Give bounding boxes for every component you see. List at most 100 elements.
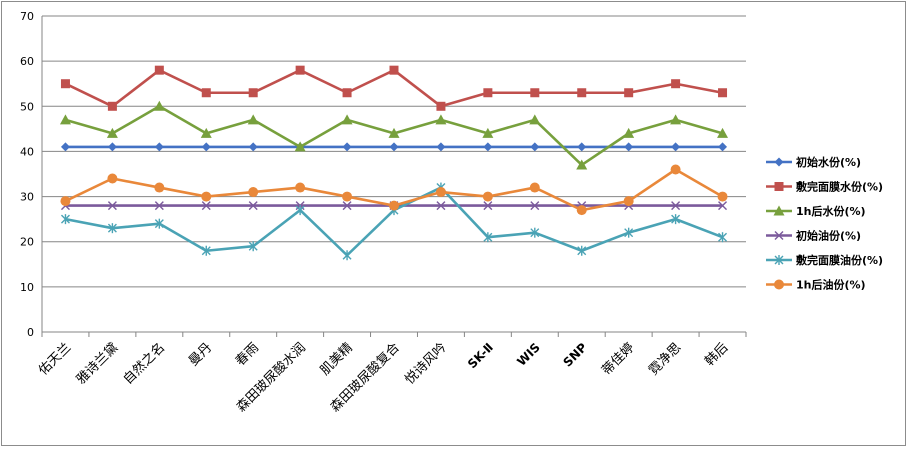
data-point-s0-6 bbox=[342, 142, 352, 152]
legend-label-1: 敷完面膜水份(%) bbox=[796, 180, 883, 194]
legend-swatch-marker bbox=[774, 231, 784, 240]
data-point-s0-12 bbox=[624, 142, 634, 152]
data-point-s4-5 bbox=[295, 205, 305, 216]
data-point-s5-8 bbox=[435, 187, 446, 198]
series-2 bbox=[59, 100, 729, 170]
series-1 bbox=[60, 65, 728, 111]
legend-label-4: 敷完面膜油份(%) bbox=[796, 253, 883, 267]
data-point-s2-13 bbox=[670, 114, 682, 125]
data-point-s5-10 bbox=[529, 182, 540, 193]
data-point-s5-2 bbox=[154, 182, 165, 193]
legend-item-0: 初始水份(%) bbox=[766, 155, 861, 169]
data-point-s1-13 bbox=[671, 79, 681, 89]
data-point-s1-8 bbox=[436, 101, 446, 111]
x-tick-label-14: 韩后 bbox=[702, 340, 731, 369]
data-point-s0-8 bbox=[436, 142, 446, 152]
data-point-s3-6 bbox=[342, 201, 352, 211]
data-point-s5-3 bbox=[201, 191, 212, 202]
data-point-s1-9 bbox=[483, 88, 493, 98]
series-0 bbox=[60, 142, 728, 152]
y-tick-label-10: 10 bbox=[20, 281, 34, 294]
data-point-s4-14 bbox=[718, 232, 728, 243]
legend-item-1: 敷完面膜水份(%) bbox=[766, 180, 883, 194]
data-point-s0-4 bbox=[248, 142, 258, 152]
data-point-s4-3 bbox=[201, 245, 211, 256]
x-tick-label-8: 悦诗风吟 bbox=[402, 340, 450, 388]
data-point-s0-2 bbox=[154, 142, 164, 152]
x-tick-label-3: 曼丹 bbox=[186, 340, 215, 369]
data-point-s2-8 bbox=[435, 114, 447, 125]
data-point-s3-14 bbox=[718, 201, 728, 211]
data-point-s3-1 bbox=[107, 201, 117, 211]
legend-label-5: 1h后油份(%) bbox=[796, 278, 866, 292]
data-point-s5-7 bbox=[389, 200, 399, 211]
data-point-s2-9 bbox=[482, 127, 494, 138]
data-point-s5-6 bbox=[342, 191, 353, 202]
legend-swatch-marker bbox=[774, 279, 784, 290]
data-point-s3-2 bbox=[154, 201, 164, 211]
data-point-s0-11 bbox=[577, 142, 587, 152]
x-tick-label-11: SNP bbox=[561, 340, 590, 369]
data-point-s4-2 bbox=[154, 218, 164, 229]
data-point-s2-10 bbox=[529, 114, 541, 125]
data-point-s5-1 bbox=[107, 173, 118, 184]
data-point-s3-8 bbox=[436, 201, 446, 211]
data-point-s3-4 bbox=[248, 201, 258, 211]
data-point-s2-1 bbox=[106, 127, 118, 138]
data-point-s1-10 bbox=[530, 88, 540, 98]
x-tick-label-6: 肌美精 bbox=[318, 340, 356, 378]
data-point-s2-11 bbox=[576, 159, 588, 170]
data-point-s5-11 bbox=[576, 205, 587, 216]
series-line-1 bbox=[64, 68, 723, 108]
data-point-s4-1 bbox=[107, 223, 117, 234]
legend-swatch-marker bbox=[774, 157, 784, 167]
data-point-s0-0 bbox=[60, 142, 70, 152]
data-point-s2-4 bbox=[247, 114, 259, 125]
legend-swatch-marker bbox=[774, 182, 784, 191]
data-point-s2-12 bbox=[623, 127, 635, 138]
data-point-s1-5 bbox=[295, 65, 305, 75]
data-point-s5-4 bbox=[248, 187, 259, 198]
data-point-s0-3 bbox=[201, 142, 211, 152]
data-point-s1-14 bbox=[718, 88, 728, 98]
y-tick-label-40: 40 bbox=[20, 145, 34, 158]
data-point-s1-1 bbox=[107, 101, 117, 111]
data-point-s1-2 bbox=[154, 65, 164, 75]
data-point-s4-0 bbox=[60, 214, 70, 225]
legend-item-4: 敷完面膜油份(%) bbox=[766, 253, 883, 267]
data-point-s0-14 bbox=[718, 142, 728, 152]
legend-item-3: 初始油份(%) bbox=[766, 229, 861, 243]
data-point-s1-11 bbox=[577, 88, 587, 98]
legend-label-0: 初始水份(%) bbox=[796, 155, 861, 169]
legend-item-5: 1h后油份(%) bbox=[766, 278, 866, 292]
legend-label-3: 初始油份(%) bbox=[796, 229, 861, 243]
data-point-s0-7 bbox=[389, 142, 399, 152]
data-point-s5-5 bbox=[295, 182, 306, 193]
data-point-s3-13 bbox=[671, 201, 681, 211]
data-point-s5-0 bbox=[60, 196, 71, 207]
data-point-s2-3 bbox=[200, 127, 212, 138]
data-point-s2-7 bbox=[388, 127, 400, 138]
series-4 bbox=[60, 182, 728, 261]
data-point-s2-5 bbox=[294, 141, 306, 152]
y-tick-label-30: 30 bbox=[20, 191, 34, 204]
data-point-s2-14 bbox=[717, 127, 729, 138]
x-tick-label-13: 霓净思 bbox=[646, 340, 684, 378]
data-point-s5-14 bbox=[717, 191, 728, 202]
legend-label-2: 1h后水份(%) bbox=[796, 204, 866, 218]
data-point-s1-0 bbox=[60, 79, 70, 89]
data-point-s4-12 bbox=[624, 227, 634, 238]
data-point-s2-2 bbox=[153, 100, 165, 111]
data-point-s5-13 bbox=[670, 164, 681, 175]
y-tick-label-0: 0 bbox=[27, 326, 34, 339]
y-tick-label-20: 20 bbox=[20, 236, 34, 249]
data-point-s4-6 bbox=[342, 250, 352, 261]
data-point-s1-3 bbox=[201, 88, 211, 98]
data-point-s2-0 bbox=[59, 114, 71, 125]
data-point-s1-6 bbox=[342, 88, 352, 98]
y-tick-label-70: 70 bbox=[20, 10, 34, 23]
x-tick-label-10: WIS bbox=[514, 340, 543, 369]
x-tick-label-12: 蒂佳婷 bbox=[599, 340, 638, 379]
data-point-s1-4 bbox=[248, 88, 258, 98]
x-tick-label-2: 自然之名 bbox=[120, 340, 168, 388]
